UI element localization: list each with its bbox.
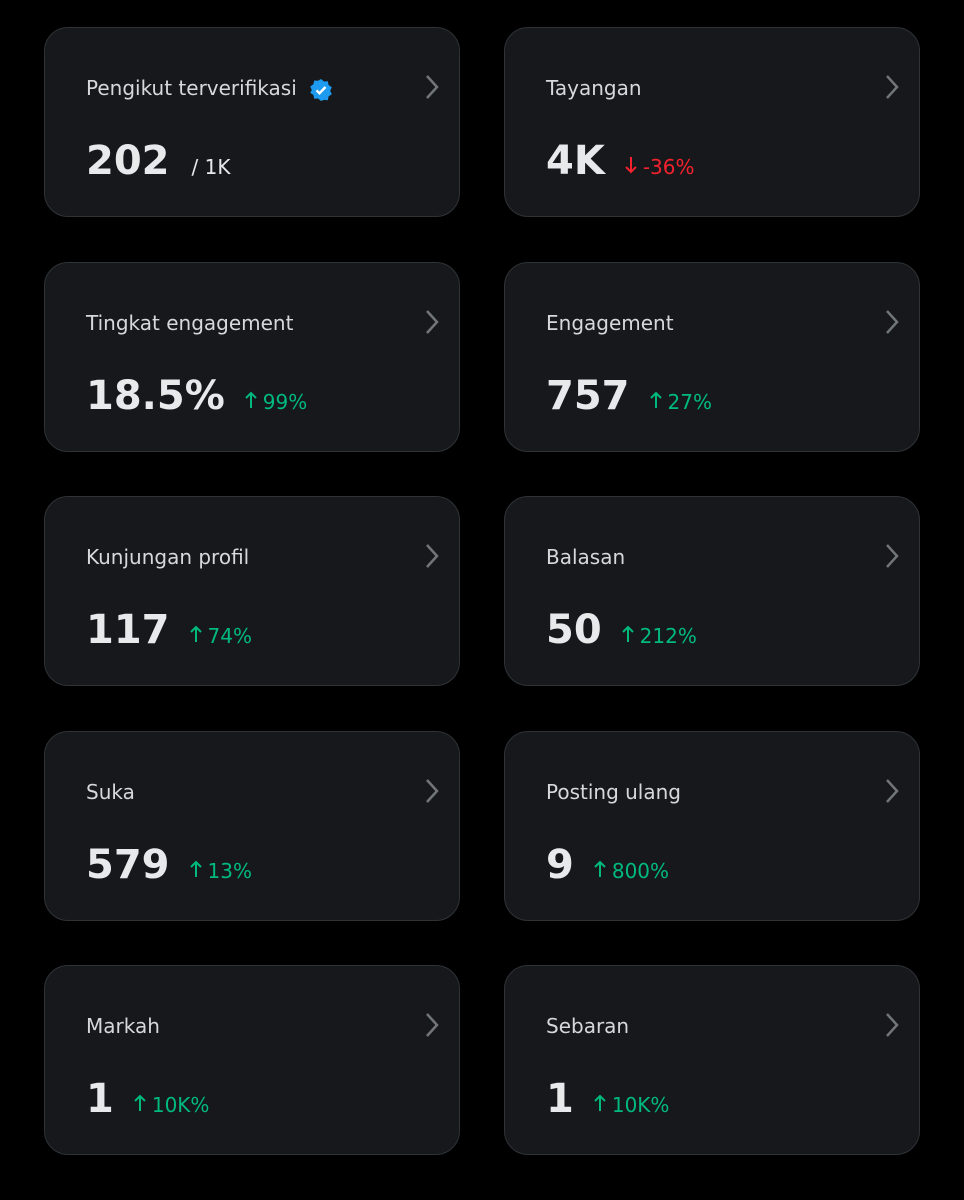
stat-value: 202 [86, 138, 170, 184]
stat-change: 800% [611, 858, 670, 883]
chevron [886, 544, 899, 568]
chevron [426, 309, 439, 334]
stat-value: 757 [546, 372, 630, 419]
stat-card[interactable]: Kunjungan profil 117 74% [44, 496, 460, 686]
chevron [426, 75, 439, 99]
chevron [886, 1013, 899, 1037]
stat-value: 117 [86, 607, 170, 653]
card-label: Engagement [546, 310, 674, 335]
stat-change: -36% [642, 155, 695, 179]
verified-badge [309, 78, 332, 101]
chevron [886, 778, 899, 803]
card-label: Sebaran [546, 1014, 630, 1038]
stat-value: 1 [86, 1076, 114, 1122]
trend-arrow [594, 860, 606, 877]
trend-arrow [649, 391, 662, 408]
trend-arrow [594, 1094, 606, 1111]
trend-arrow [621, 625, 634, 642]
chevron [886, 309, 899, 334]
trend-arrow [245, 391, 257, 408]
stat-value: 50 [546, 607, 602, 653]
stat-value: 4K [546, 138, 605, 184]
trend-arrow [625, 157, 637, 174]
card-label: Tingkat engagement [86, 310, 294, 335]
stat-card[interactable]: Tingkat engagement 18.5% 99% [44, 261, 460, 452]
stat-card[interactable]: Sebaran 1 10K% [504, 965, 920, 1155]
stat-target: / 1K [191, 155, 231, 179]
value-row: 757 27% [546, 373, 712, 419]
value-row: 579 13% [86, 842, 252, 888]
stat-change: 10K% [611, 1093, 670, 1117]
stat-card[interactable]: Markah 1 10K% [44, 965, 460, 1155]
stat-card[interactable]: Pengikut terverifikasi 202 / 1K [44, 27, 460, 217]
stat-card[interactable]: Suka 579 13% [44, 730, 460, 921]
stat-value: 579 [86, 841, 170, 888]
stat-change: 10K% [151, 1093, 210, 1117]
trend-arrow [189, 625, 202, 642]
chevron [886, 75, 899, 99]
trend-arrow [134, 1094, 146, 1111]
value-row: 50 212% [546, 607, 697, 653]
stat-change: 74% [207, 624, 252, 648]
card-label: Posting ulang [546, 779, 681, 804]
stat-change: 13% [207, 858, 252, 883]
value-row: 18.5% 99% [86, 373, 307, 419]
stat-card[interactable]: Balasan 50 212% [504, 496, 920, 686]
value-row: 202 / 1K [86, 138, 230, 184]
card-label: Markah [86, 1014, 160, 1038]
value-row: 1 10K% [86, 1076, 209, 1122]
chevron [426, 778, 439, 803]
stat-card[interactable]: Tayangan 4K -36% [504, 27, 920, 217]
chevron [426, 1013, 439, 1037]
stat-change: 27% [667, 389, 712, 414]
stat-card[interactable]: Posting ulang 9 800% [504, 730, 920, 921]
value-row: 1 10K% [546, 1076, 669, 1122]
value-row: 117 74% [86, 607, 252, 653]
stat-change: 212% [639, 624, 697, 648]
stat-change: 99% [262, 389, 308, 414]
card-label: Kunjungan profil [86, 545, 250, 569]
card-label: Tayangan [546, 76, 642, 100]
value-row: 9 800% [546, 842, 669, 888]
stat-value: 9 [546, 841, 574, 888]
value-row: 4K -36% [546, 138, 695, 184]
trend-arrow [189, 860, 202, 877]
stat-value: 18.5% [86, 372, 225, 419]
card-label: Pengikut terverifikasi [86, 76, 333, 102]
stat-value: 1 [546, 1076, 574, 1122]
card-label: Suka [86, 779, 135, 804]
stat-card[interactable]: Engagement 757 27% [504, 261, 920, 452]
chevron [426, 544, 439, 568]
card-label: Balasan [546, 545, 626, 569]
